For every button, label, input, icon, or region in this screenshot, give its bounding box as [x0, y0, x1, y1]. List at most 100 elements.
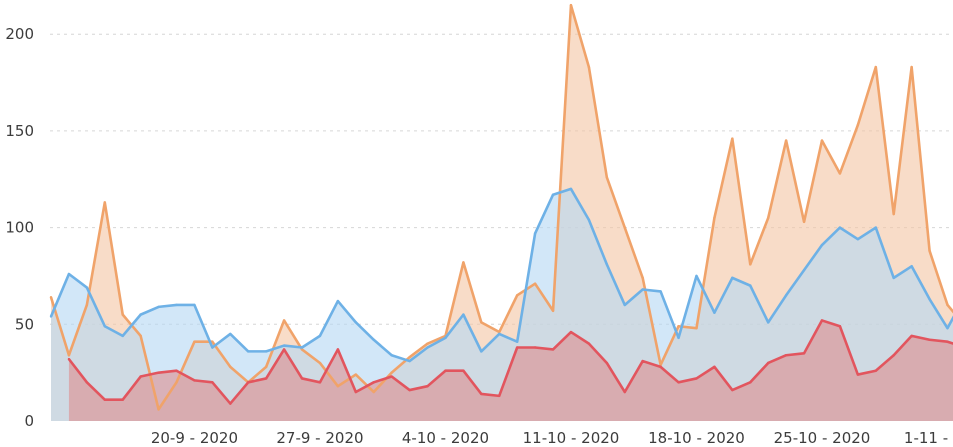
series-3-line [67, 319, 953, 405]
series-2-point [67, 272, 71, 276]
series-2-point [175, 303, 178, 307]
series-3-point [820, 319, 824, 322]
series-1-point [498, 330, 501, 334]
series-1-point [354, 373, 358, 376]
series-3-point [85, 381, 89, 384]
series-1-point [677, 325, 680, 328]
series-3-point [731, 388, 734, 392]
series-3-point [390, 375, 393, 378]
series-3-point [695, 377, 698, 380]
series-1-point [802, 220, 806, 223]
series-2-point [767, 321, 770, 324]
x-tick-label: 20-9 - 2020 [151, 429, 238, 447]
series-3-point [157, 371, 160, 374]
series-3-point [928, 338, 931, 341]
series-3-point [587, 342, 591, 345]
series-2-point [85, 286, 89, 289]
series-1-point [139, 334, 142, 338]
series-2-point [193, 303, 196, 307]
series-1-point [121, 313, 124, 316]
series-1-point [372, 390, 375, 394]
y-axis: 0 50 100 150 200 [5, 25, 34, 430]
series-1-point [533, 282, 537, 285]
series-2-point [444, 336, 447, 340]
series-1-point [67, 354, 71, 357]
series-2-point [892, 276, 895, 280]
series-1-point [856, 123, 860, 127]
series-2-point [480, 350, 483, 353]
series-3-point [874, 369, 877, 372]
series-3-point [569, 330, 573, 334]
series-2-point [462, 313, 465, 316]
series-1-point [605, 176, 609, 179]
series-2-point [874, 226, 877, 229]
series-3-point [175, 369, 178, 372]
series-3-point [802, 352, 806, 355]
series-3-point [623, 390, 626, 394]
series-3-area [68, 320, 953, 421]
series-1-point [211, 340, 214, 343]
series-2-point [713, 311, 716, 314]
series-3-point [211, 381, 214, 384]
series-3-point [641, 359, 644, 363]
series-1-point [587, 65, 591, 69]
series-3-point [784, 354, 788, 357]
series-3-point [282, 348, 286, 351]
series-2-point [641, 288, 644, 291]
series-3-point [193, 379, 196, 382]
x-tick-label: 25-10 - 2020 [774, 429, 871, 447]
series-1-point [874, 65, 877, 69]
series-1-point [103, 201, 106, 204]
series-1-point [426, 342, 429, 345]
series-1-point [731, 137, 734, 140]
series-2-point [408, 359, 411, 363]
series-3-point [121, 398, 124, 401]
series-1-point [623, 226, 626, 229]
series-2-point [587, 218, 591, 222]
series-2-point [390, 354, 393, 357]
series-1-point [49, 296, 53, 299]
series-1-point [569, 3, 573, 7]
series-1-point [713, 216, 716, 220]
series-1-point [408, 355, 411, 359]
series-2-point [336, 299, 340, 303]
series-3-point [892, 354, 895, 357]
series-3-point [426, 384, 429, 388]
series-2-point [103, 325, 106, 328]
series-2-point [498, 332, 501, 336]
series-2-point [264, 350, 268, 353]
series-3-point [444, 369, 447, 372]
y-tick-label: 0 [24, 412, 34, 430]
series-2-point [749, 284, 752, 287]
series-3-point [498, 394, 501, 398]
series-2-point [820, 243, 824, 247]
series-2-point [282, 344, 286, 347]
series-3-point [139, 375, 142, 378]
x-tick-label: 11-10 - 2020 [523, 429, 620, 447]
series-1-point [695, 326, 698, 330]
series-2-point [426, 346, 429, 349]
series-3-point [480, 392, 483, 396]
series-3-point [659, 365, 662, 369]
series-2-point [354, 321, 358, 324]
series-1-point [282, 319, 286, 322]
series-3-point [247, 381, 250, 384]
series-2-point [659, 290, 662, 293]
series-3-point [515, 346, 519, 349]
series-1-point [838, 172, 842, 175]
series-2-point [318, 334, 322, 338]
series-3-point [300, 377, 304, 380]
series-3-point [103, 398, 106, 401]
series-1-point [462, 261, 465, 264]
series-2-point [802, 268, 806, 272]
series-3-point [264, 377, 268, 380]
series-3-point [462, 369, 465, 372]
series-3-point [838, 325, 842, 328]
series-2-point [49, 315, 53, 318]
series-2-point [515, 340, 519, 343]
series-3-point [229, 402, 232, 405]
series-3-point [318, 381, 322, 384]
y-tick-label: 150 [5, 122, 34, 140]
series-1-point [157, 408, 160, 411]
